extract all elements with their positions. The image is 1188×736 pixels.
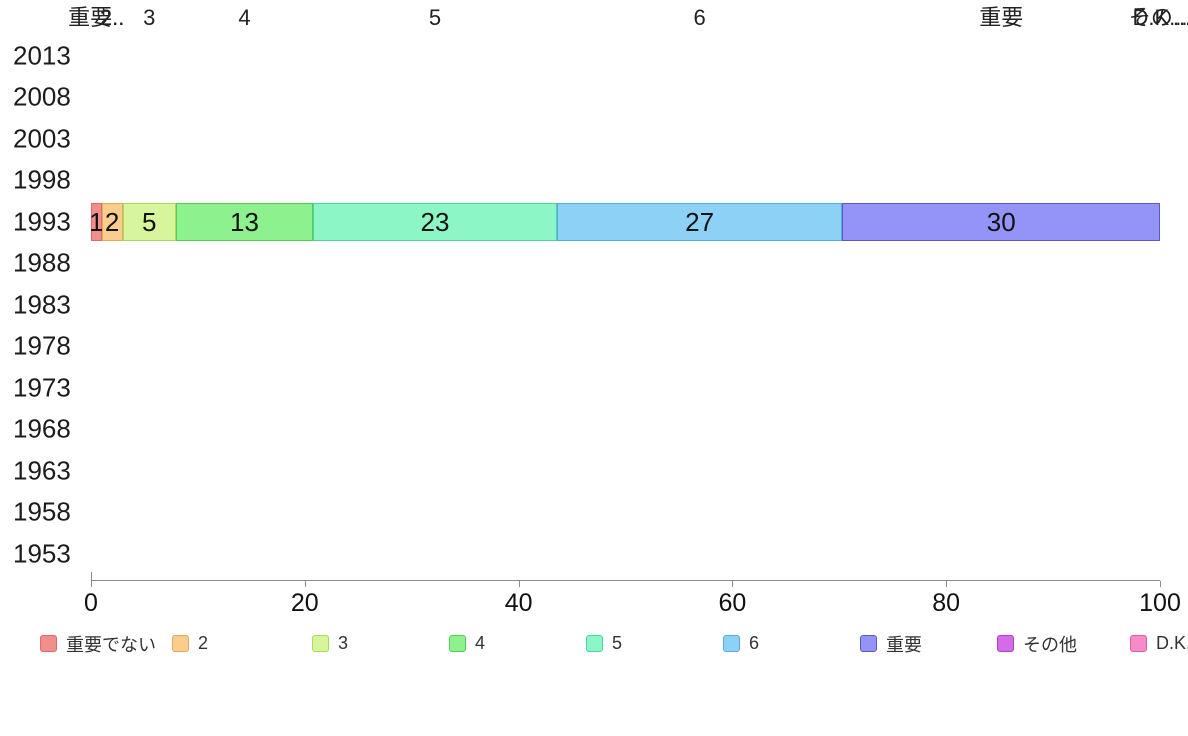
- legend-swatch: [449, 635, 466, 652]
- y-axis-label: 1968: [13, 413, 71, 444]
- legend-label: 5: [612, 633, 623, 653]
- series-top-label: 重要: [979, 5, 1024, 30]
- x-axis-tick-label: 80: [932, 589, 961, 617]
- legend-item[interactable]: その他: [997, 634, 1077, 655]
- y-axis-label: 1958: [13, 496, 71, 527]
- y-axis-label: 1978: [13, 330, 71, 361]
- series-top-label: その...: [1128, 5, 1188, 30]
- legend-label: 2: [198, 633, 209, 653]
- bar-segment[interactable]: 23: [313, 203, 557, 241]
- legend-swatch: [997, 635, 1014, 652]
- legend-item[interactable]: 重要でない: [40, 634, 156, 655]
- x-axis-tick: [1160, 581, 1161, 587]
- legend-swatch: [723, 635, 740, 652]
- y-axis-label: 1983: [13, 289, 71, 320]
- legend-swatch: [312, 635, 329, 652]
- series-top-label: 5: [428, 5, 442, 30]
- y-axis-label: 1998: [13, 164, 71, 195]
- legend-label: 重要でない: [66, 634, 156, 655]
- y-axis-label: 1993: [13, 206, 71, 237]
- y-axis-label: 1988: [13, 247, 71, 278]
- series-top-label: D.K...: [1132, 5, 1188, 30]
- legend-swatch: [40, 635, 57, 652]
- legend-swatch: [172, 635, 189, 652]
- series-top-label: 6: [693, 5, 706, 30]
- legend-label: 4: [475, 633, 486, 653]
- legend-item[interactable]: 4: [449, 633, 486, 653]
- legend-swatch: [860, 635, 877, 652]
- legend-label: D.K.: [1156, 633, 1188, 653]
- series-top-label: 4: [238, 5, 251, 30]
- y-axis-label: 1953: [13, 538, 71, 569]
- legend-item[interactable]: D.K.: [1130, 633, 1188, 653]
- x-axis-tick: [304, 581, 306, 587]
- bar-segment[interactable]: 2: [101, 203, 123, 241]
- legend-label: 3: [338, 633, 349, 653]
- bar-segment[interactable]: 13: [175, 203, 314, 241]
- legend-label: その他: [1023, 634, 1077, 655]
- x-axis-tick-label: 20: [290, 589, 319, 617]
- y-axis-spine-stub: [91, 572, 92, 580]
- x-axis-line: [91, 580, 1160, 581]
- x-axis-tick-label: 0: [84, 589, 98, 617]
- bar-value-label: 30: [986, 206, 1016, 237]
- bar-segment[interactable]: 27: [556, 203, 843, 241]
- legend-label: 6: [749, 633, 760, 653]
- y-axis-label: 2003: [13, 123, 71, 154]
- x-axis-tick-label: 40: [504, 589, 533, 617]
- legend-item[interactable]: 5: [586, 633, 623, 653]
- y-axis-label: 2013: [13, 40, 71, 71]
- bar-segment[interactable]: 30: [842, 203, 1160, 241]
- bar-value-label: 5: [141, 206, 157, 237]
- bar-segment[interactable]: 1: [89, 203, 104, 241]
- x-axis-tick: [91, 581, 92, 587]
- series-top-label: 重要..: [68, 5, 125, 30]
- series-top-label: 2..: [99, 5, 125, 30]
- legend-item[interactable]: 6: [723, 633, 760, 653]
- legend-swatch: [1130, 635, 1147, 652]
- bar-value-label: 13: [230, 206, 259, 237]
- bar-segment[interactable]: 5: [122, 203, 176, 241]
- legend-label: 重要: [886, 634, 922, 655]
- bar-value-label: 27: [685, 206, 715, 237]
- legend-item[interactable]: 3: [312, 633, 349, 653]
- x-axis-tick-label: 100: [1139, 589, 1181, 617]
- y-axis-label: 1973: [13, 372, 71, 403]
- bar-value-label: 2: [104, 206, 120, 237]
- x-axis-tick-label: 60: [718, 589, 747, 617]
- x-axis-tick: [732, 581, 734, 587]
- x-axis-tick: [518, 581, 520, 587]
- x-axis-tick: [946, 581, 948, 587]
- legend-swatch: [586, 635, 603, 652]
- legend-item[interactable]: 2: [172, 633, 209, 653]
- bar-value-label: 1: [89, 206, 104, 237]
- bar-value-label: 23: [420, 206, 450, 237]
- y-axis-label: 2008: [13, 81, 71, 112]
- series-top-label: 3: [143, 5, 156, 30]
- y-axis-label: 1963: [13, 455, 71, 486]
- legend-item[interactable]: 重要: [860, 634, 922, 655]
